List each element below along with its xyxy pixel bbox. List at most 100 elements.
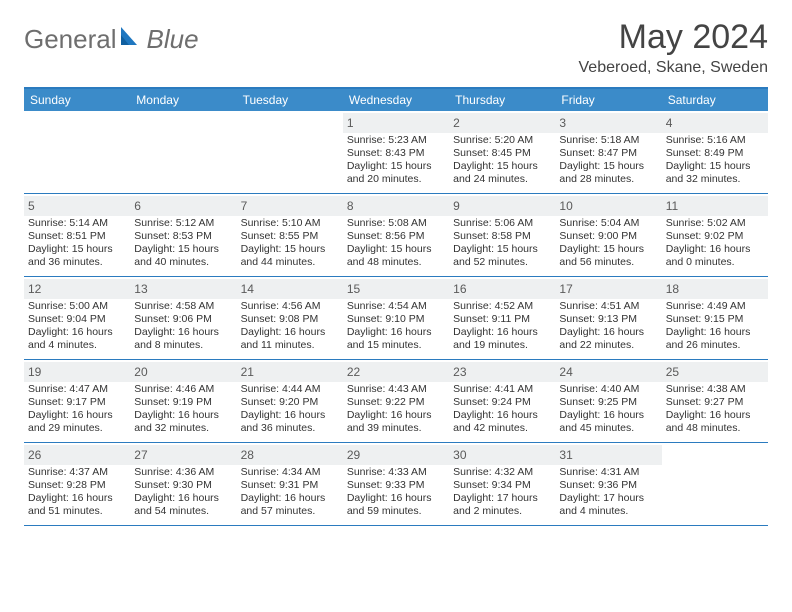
day-details: Sunrise: 5:04 AMSunset: 9:00 PMDaylight:… bbox=[559, 217, 657, 270]
day-number: 3 bbox=[559, 116, 566, 130]
day-number: 24 bbox=[559, 365, 572, 379]
day-number: 23 bbox=[453, 365, 466, 379]
day-number: 16 bbox=[453, 282, 466, 296]
day-number: 21 bbox=[241, 365, 254, 379]
weekday-header: Friday bbox=[555, 89, 661, 111]
day-number: 5 bbox=[28, 199, 35, 213]
day-cell: 20Sunrise: 4:46 AMSunset: 9:19 PMDayligh… bbox=[130, 360, 236, 442]
day-number-bar: 28 bbox=[237, 445, 343, 465]
day-number-bar: 9 bbox=[449, 196, 555, 216]
day-cell: 29Sunrise: 4:33 AMSunset: 9:33 PMDayligh… bbox=[343, 443, 449, 525]
calendar-grid: SundayMondayTuesdayWednesdayThursdayFrid… bbox=[24, 87, 768, 526]
day-cell bbox=[237, 111, 343, 193]
day-number: 25 bbox=[666, 365, 679, 379]
day-number-bar bbox=[662, 445, 768, 447]
day-number: 13 bbox=[134, 282, 147, 296]
day-cell: 17 Sunrise: 4:51 AMSunset: 9:13 PMDayligh… bbox=[555, 277, 661, 359]
day-number-bar: 11 bbox=[662, 196, 768, 216]
day-details: Sunrise: 4:56 AMSunset: 9:08 PMDaylight:… bbox=[241, 300, 339, 353]
day-number-bar: 17 bbox=[555, 279, 661, 299]
day-number: 22 bbox=[347, 365, 360, 379]
day-cell: 23Sunrise: 4:41 AMSunset: 9:24 PMDayligh… bbox=[449, 360, 555, 442]
day-details: Sunrise: 5:10 AMSunset: 8:55 PMDaylight:… bbox=[241, 217, 339, 270]
day-details: Sunrise: 5:20 AMSunset: 8:45 PMDaylight:… bbox=[453, 134, 551, 187]
day-number: 4 bbox=[666, 116, 673, 130]
week-row: 1Sunrise: 5:23 AMSunset: 8:43 PMDaylight… bbox=[24, 111, 768, 194]
day-cell: 30Sunrise: 4:32 AMSunset: 9:34 PMDayligh… bbox=[449, 443, 555, 525]
sail-icon bbox=[119, 25, 145, 54]
day-number-bar: 19 bbox=[24, 362, 130, 382]
day-cell: 24 Sunrise: 4:40 AMSunset: 9:25 PMDayligh… bbox=[555, 360, 661, 442]
month-title: May 2024 bbox=[579, 18, 768, 57]
location-line: Veberoed, Skane, Sweden bbox=[579, 59, 768, 77]
day-number-bar: 7 bbox=[237, 196, 343, 216]
day-number: 30 bbox=[453, 448, 466, 462]
day-number-bar: 16 bbox=[449, 279, 555, 299]
day-cell: 21Sunrise: 4:44 AMSunset: 9:20 PMDayligh… bbox=[237, 360, 343, 442]
day-cell: 19 Sunrise: 4:47 AMSunset: 9:17 PMDayligh… bbox=[24, 360, 130, 442]
day-details: Sunrise: 5:02 AMSunset: 9:02 PMDaylight:… bbox=[666, 217, 764, 270]
day-cell: 31 Sunrise: 4:31 AMSunset: 9:36 PMDayligh… bbox=[555, 443, 661, 525]
day-cell: 9 Sunrise: 5:06 AMSunset: 8:58 PMDaylight… bbox=[449, 194, 555, 276]
day-number-bar: 10 bbox=[555, 196, 661, 216]
day-number: 12 bbox=[28, 282, 41, 296]
week-row: 5Sunrise: 5:14 AMSunset: 8:51 PMDaylight… bbox=[24, 194, 768, 277]
day-details: Sunrise: 4:47 AMSunset: 9:17 PMDaylight:… bbox=[28, 383, 126, 436]
day-cell bbox=[662, 443, 768, 525]
week-row: 19 Sunrise: 4:47 AMSunset: 9:17 PMDayligh… bbox=[24, 360, 768, 443]
day-details: Sunrise: 5:06 AMSunset: 8:58 PMDaylight:… bbox=[453, 217, 551, 270]
day-cell: 25 Sunrise: 4:38 AMSunset: 9:27 PMDayligh… bbox=[662, 360, 768, 442]
day-cell: 2Sunrise: 5:20 AMSunset: 8:45 PMDaylight… bbox=[449, 111, 555, 193]
day-number: 26 bbox=[28, 448, 41, 462]
day-number-bar: 12 bbox=[24, 279, 130, 299]
week-row: 12 Sunrise: 5:00 AMSunset: 9:04 PMDayligh… bbox=[24, 277, 768, 360]
day-number-bar: 26 bbox=[24, 445, 130, 465]
day-number: 6 bbox=[134, 199, 141, 213]
day-number-bar: 14 bbox=[237, 279, 343, 299]
day-cell: 6Sunrise: 5:12 AMSunset: 8:53 PMDaylight… bbox=[130, 194, 236, 276]
day-cell: 4Sunrise: 5:16 AMSunset: 8:49 PMDaylight… bbox=[662, 111, 768, 193]
day-number: 14 bbox=[241, 282, 254, 296]
day-number-bar: 22 bbox=[343, 362, 449, 382]
day-number-bar: 3 bbox=[555, 113, 661, 133]
day-number-bar: 8 bbox=[343, 196, 449, 216]
day-number: 10 bbox=[559, 199, 572, 213]
weekday-header: Wednesday bbox=[343, 89, 449, 111]
day-details: Sunrise: 4:31 AMSunset: 9:36 PMDaylight:… bbox=[559, 466, 657, 519]
day-details: Sunrise: 4:40 AMSunset: 9:25 PMDaylight:… bbox=[559, 383, 657, 436]
day-details: Sunrise: 4:51 AMSunset: 9:13 PMDaylight:… bbox=[559, 300, 657, 353]
day-cell: 16Sunrise: 4:52 AMSunset: 9:11 PMDayligh… bbox=[449, 277, 555, 359]
day-number: 17 bbox=[559, 282, 572, 296]
day-number: 27 bbox=[134, 448, 147, 462]
title-block: May 2024 Veberoed, Skane, Sweden bbox=[579, 18, 768, 77]
day-cell: 11 Sunrise: 5:02 AMSunset: 9:02 PMDayligh… bbox=[662, 194, 768, 276]
day-number: 31 bbox=[559, 448, 572, 462]
day-details: Sunrise: 4:34 AMSunset: 9:31 PMDaylight:… bbox=[241, 466, 339, 519]
day-number-bar: 23 bbox=[449, 362, 555, 382]
day-number: 11 bbox=[666, 199, 678, 213]
day-number-bar: 18 bbox=[662, 279, 768, 299]
day-details: Sunrise: 5:08 AMSunset: 8:56 PMDaylight:… bbox=[347, 217, 445, 270]
day-number-bar bbox=[237, 113, 343, 115]
calendar-page: General Blue May 2024 Veberoed, Skane, S… bbox=[0, 0, 792, 526]
day-cell: 12 Sunrise: 5:00 AMSunset: 9:04 PMDayligh… bbox=[24, 277, 130, 359]
day-number-bar: 25 bbox=[662, 362, 768, 382]
day-details: Sunrise: 4:33 AMSunset: 9:33 PMDaylight:… bbox=[347, 466, 445, 519]
day-cell: 5Sunrise: 5:14 AMSunset: 8:51 PMDaylight… bbox=[24, 194, 130, 276]
day-cell: 10 Sunrise: 5:04 AMSunset: 9:00 PMDayligh… bbox=[555, 194, 661, 276]
day-number-bar: 29 bbox=[343, 445, 449, 465]
day-number-bar: 20 bbox=[130, 362, 236, 382]
day-number: 9 bbox=[453, 199, 460, 213]
weekday-header: Thursday bbox=[449, 89, 555, 111]
day-cell: 8 Sunrise: 5:08 AMSunset: 8:56 PMDaylight… bbox=[343, 194, 449, 276]
day-number: 1 bbox=[347, 116, 354, 130]
day-details: Sunrise: 4:38 AMSunset: 9:27 PMDaylight:… bbox=[666, 383, 764, 436]
day-details: Sunrise: 4:54 AMSunset: 9:10 PMDaylight:… bbox=[347, 300, 445, 353]
day-details: Sunrise: 4:49 AMSunset: 9:15 PMDaylight:… bbox=[666, 300, 764, 353]
day-number: 8 bbox=[347, 199, 354, 213]
day-cell: 18Sunrise: 4:49 AMSunset: 9:15 PMDayligh… bbox=[662, 277, 768, 359]
day-number: 19 bbox=[28, 365, 41, 379]
day-details: Sunrise: 5:00 AMSunset: 9:04 PMDaylight:… bbox=[28, 300, 126, 353]
day-details: Sunrise: 4:43 AMSunset: 9:22 PMDaylight:… bbox=[347, 383, 445, 436]
day-number-bar: 27 bbox=[130, 445, 236, 465]
